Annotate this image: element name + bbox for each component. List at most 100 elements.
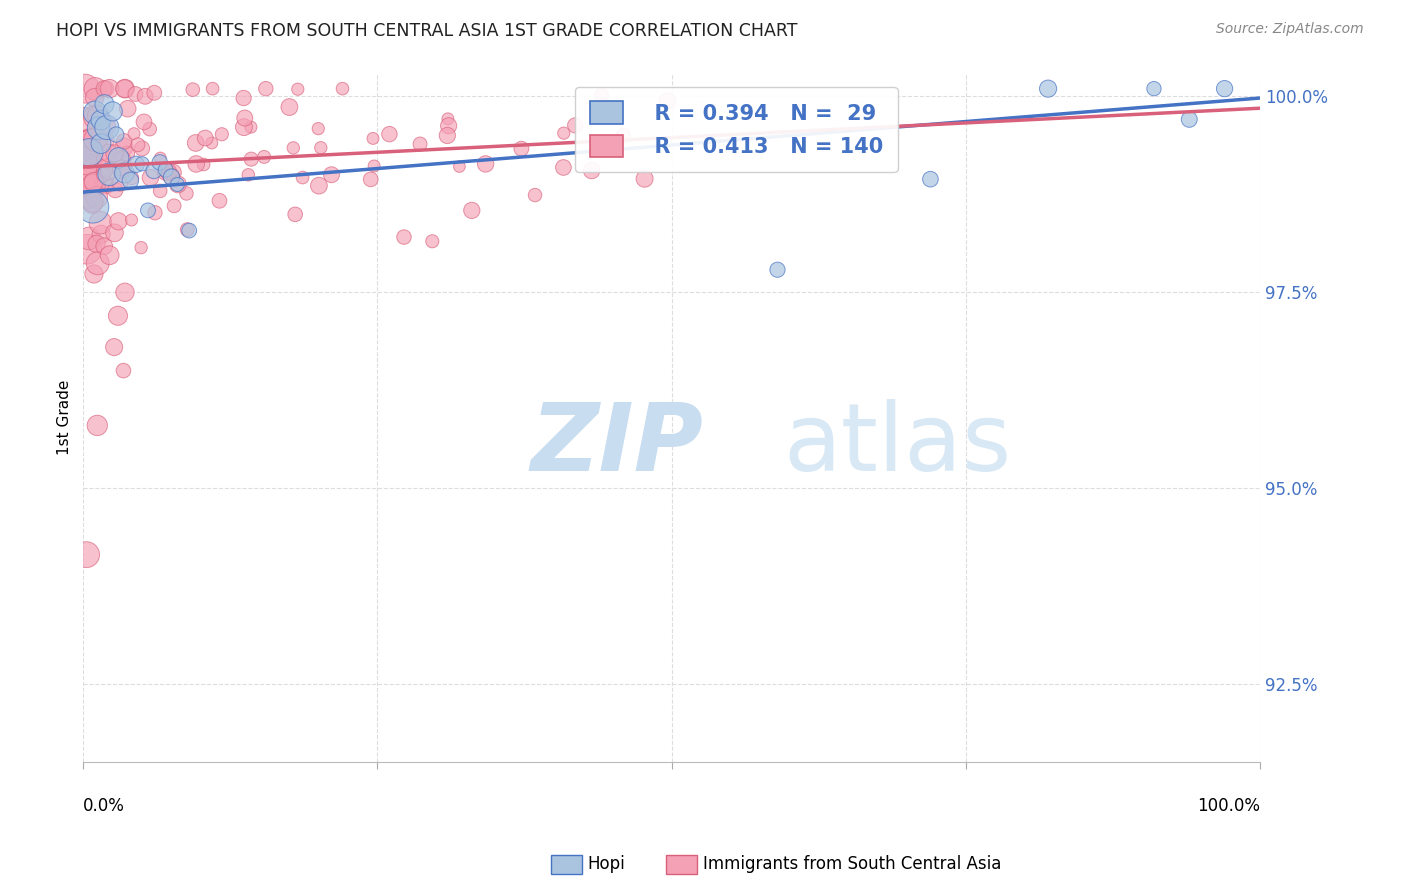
Point xyxy=(363,159,385,173)
Point xyxy=(122,127,145,141)
Point xyxy=(86,418,108,433)
Legend:   R = 0.394   N =  29,   R = 0.413   N = 140: R = 0.394 N = 29, R = 0.413 N = 140 xyxy=(575,87,897,172)
Point xyxy=(149,155,172,169)
Point xyxy=(553,161,575,175)
Point xyxy=(437,112,460,126)
Point xyxy=(766,262,789,277)
Point xyxy=(94,161,117,175)
Point xyxy=(121,213,143,227)
Point xyxy=(420,234,443,248)
Point xyxy=(112,140,135,154)
Point xyxy=(238,168,260,182)
Point xyxy=(143,205,166,219)
Point xyxy=(163,199,186,213)
Point xyxy=(129,241,152,255)
Point xyxy=(176,222,198,236)
Point xyxy=(155,162,177,177)
Point xyxy=(142,163,165,178)
Point xyxy=(162,165,184,179)
Y-axis label: 1st Grade: 1st Grade xyxy=(58,380,72,455)
Point xyxy=(90,113,112,128)
Point xyxy=(193,157,215,171)
Point xyxy=(125,157,148,171)
Point xyxy=(155,165,177,179)
Point xyxy=(1143,81,1166,95)
Point xyxy=(114,81,136,95)
Point xyxy=(84,105,107,120)
Point xyxy=(93,177,115,191)
Point xyxy=(510,142,533,156)
Point xyxy=(208,194,231,208)
Point xyxy=(1178,112,1201,127)
Point xyxy=(283,141,305,155)
Point xyxy=(77,231,100,245)
Point xyxy=(211,128,233,142)
Point xyxy=(76,548,98,562)
FancyBboxPatch shape xyxy=(666,855,697,874)
Point xyxy=(89,216,111,230)
Point xyxy=(138,122,160,136)
Point xyxy=(139,170,162,185)
Point xyxy=(308,178,330,193)
Point xyxy=(127,137,149,152)
Point xyxy=(1036,81,1059,95)
Point xyxy=(79,134,101,148)
Point xyxy=(233,111,256,125)
Point xyxy=(93,239,115,253)
Point xyxy=(94,81,117,95)
Point xyxy=(124,87,146,101)
Text: Hopi: Hopi xyxy=(588,855,626,873)
Point xyxy=(307,121,329,136)
Point xyxy=(581,163,603,178)
Point xyxy=(291,170,314,185)
Point xyxy=(179,223,201,237)
Point xyxy=(186,157,208,171)
Point xyxy=(564,119,586,133)
Point xyxy=(1213,81,1236,95)
Point xyxy=(105,128,128,142)
Point xyxy=(474,157,496,171)
Point xyxy=(101,104,124,119)
Point xyxy=(96,152,118,166)
Point xyxy=(107,151,129,165)
Point xyxy=(378,127,401,141)
Point xyxy=(82,179,104,194)
Point xyxy=(321,168,343,182)
Point xyxy=(104,146,127,161)
Point xyxy=(160,169,183,184)
Point xyxy=(96,120,118,135)
Point xyxy=(93,97,115,112)
Point xyxy=(104,183,127,197)
Point xyxy=(287,82,309,96)
Point xyxy=(114,166,136,180)
Point xyxy=(77,145,100,160)
Point xyxy=(84,110,107,124)
Point xyxy=(76,153,98,168)
Point xyxy=(93,81,115,95)
Point xyxy=(181,82,204,96)
Point xyxy=(86,236,108,251)
Point xyxy=(657,94,679,108)
Point xyxy=(437,119,460,133)
Point xyxy=(93,134,115,148)
Point xyxy=(112,363,135,377)
Point xyxy=(132,115,155,129)
Point xyxy=(98,167,121,181)
Point xyxy=(76,242,98,256)
Point xyxy=(201,81,224,95)
Point xyxy=(75,158,97,172)
Point xyxy=(83,267,105,281)
Point xyxy=(134,89,156,103)
Point xyxy=(112,134,135,148)
Point xyxy=(278,100,301,114)
Text: HOPI VS IMMIGRANTS FROM SOUTH CENTRAL ASIA 1ST GRADE CORRELATION CHART: HOPI VS IMMIGRANTS FROM SOUTH CENTRAL AS… xyxy=(56,22,797,40)
Point xyxy=(73,141,96,155)
Point xyxy=(176,186,198,201)
Point xyxy=(103,226,125,240)
Point xyxy=(82,194,104,209)
Point xyxy=(80,170,103,185)
Point xyxy=(112,162,135,177)
Point xyxy=(114,285,136,300)
Text: Immigrants from South Central Asia: Immigrants from South Central Asia xyxy=(703,855,1001,873)
Point xyxy=(77,136,100,150)
